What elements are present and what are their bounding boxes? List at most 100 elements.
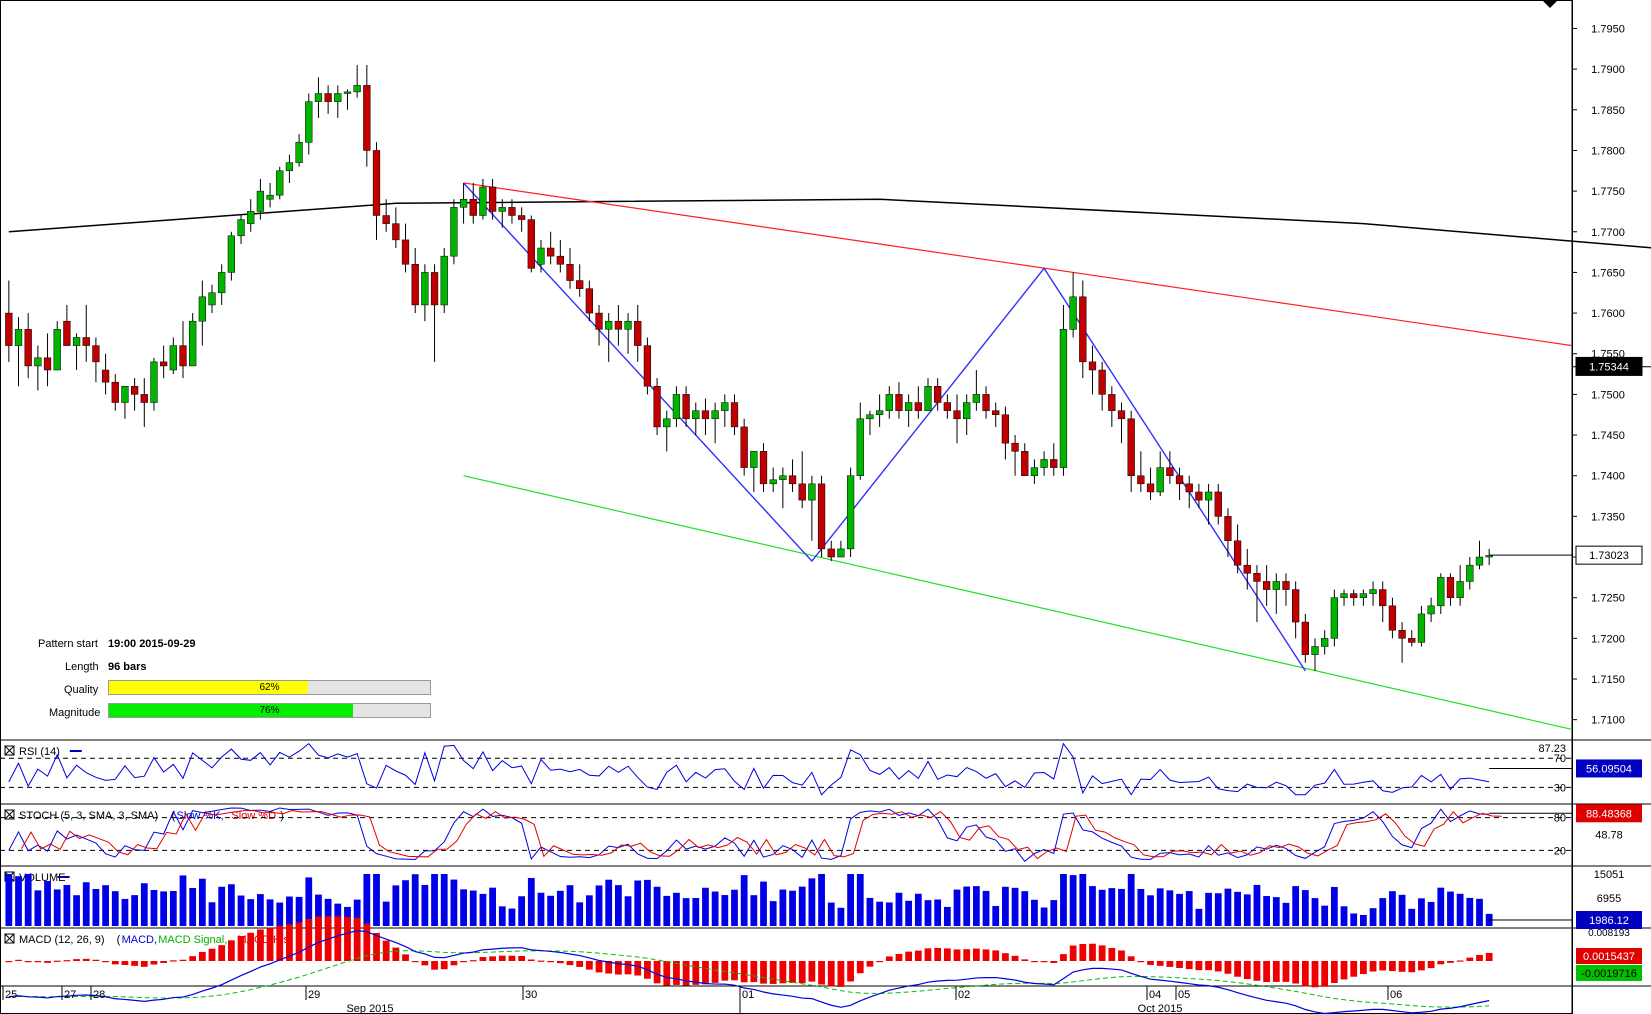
candle-up [1156, 467, 1164, 493]
candle-down [1214, 491, 1222, 517]
macd-hist-bar [905, 951, 913, 961]
volume-bar [169, 891, 177, 926]
volume-bar [257, 894, 264, 926]
macd-hist-bar [1234, 961, 1241, 977]
pattern-zigzag [463, 182, 1306, 672]
quality-bar-text: 62% [259, 682, 280, 693]
macd-hist-bar [798, 961, 806, 984]
candle-up [672, 394, 681, 420]
candle-down [1050, 459, 1058, 468]
candle-up [1456, 581, 1464, 598]
macd-hist-bar [585, 961, 593, 970]
volume-top-label: 15051 [1594, 869, 1625, 881]
candle-up [866, 414, 874, 420]
volume-bar [576, 902, 584, 926]
volume-bar [1379, 898, 1387, 926]
candle-up [1030, 467, 1039, 476]
day-label: 25 [5, 989, 17, 1001]
candle-up [285, 162, 294, 172]
volume-bar [1147, 895, 1154, 926]
macd-hist-bar [498, 955, 506, 961]
macd-hist-bar [5, 961, 13, 963]
volume-bar [24, 874, 32, 926]
volume-bar [1079, 874, 1087, 926]
stoch-k-line [8, 807, 1490, 862]
macd-hist-bar [1292, 961, 1300, 984]
volume-bar [121, 898, 129, 926]
macd-hist-bar [1108, 947, 1116, 961]
macd-hist-bar [1021, 959, 1029, 961]
macd-hist-bar [1437, 961, 1445, 965]
volume-bar [750, 895, 758, 926]
candle-down [411, 264, 419, 306]
macd-hist-bar [1176, 961, 1183, 968]
macd-hist-bar [53, 960, 61, 962]
pane-close-icon [4, 933, 15, 944]
macd-hist-bar [315, 916, 322, 961]
macd-hist-bar [614, 961, 622, 975]
price-tick-label: 1.7450 [1591, 430, 1625, 442]
volume-bar [876, 901, 884, 926]
volume-bar [1311, 898, 1319, 926]
volume-bar [692, 898, 700, 926]
candle-down [1108, 394, 1116, 411]
volume-bar [808, 878, 816, 926]
price-tick-label: 1.7600 [1591, 308, 1625, 320]
candle-up [924, 386, 932, 411]
macd-hist-bar [1272, 961, 1280, 982]
stoch-current-label: 88.48368 [1586, 808, 1632, 820]
macd-hist-bar [363, 923, 371, 961]
volume-bar [1282, 902, 1290, 926]
volume-bar [963, 886, 971, 926]
macd-hist-bar [1369, 961, 1377, 972]
macd-current-box [1576, 948, 1642, 964]
pane-title: RSI (14) [19, 746, 60, 758]
volume-bar [905, 900, 913, 926]
candle-down [1011, 442, 1019, 452]
volume-bar [1011, 887, 1019, 926]
candle-down [1185, 483, 1193, 493]
volume-bar [556, 890, 564, 926]
volume-bar [1398, 894, 1406, 926]
volume-bar [160, 891, 168, 926]
candle-down [701, 410, 710, 420]
candle-down [1301, 621, 1309, 655]
macd-hist-bar [847, 961, 854, 982]
volume-bar [740, 875, 748, 926]
macd-hist-bar [1253, 961, 1261, 981]
macd-hist-bar [692, 961, 700, 985]
volume-current-box [1576, 911, 1642, 929]
price-tick-label: 1.7400 [1591, 471, 1625, 483]
macd-hist-bar [1350, 961, 1358, 977]
volume-bar [276, 902, 284, 926]
macd-hist-bar [1243, 961, 1251, 980]
macd-hist-bar [1282, 961, 1290, 982]
macd-signal-box [1576, 965, 1642, 981]
macd-hist-bar [721, 961, 729, 981]
magnitude-bar: 76% [108, 703, 431, 718]
current-price-box [1575, 545, 1643, 565]
candle-down [101, 369, 110, 383]
volume-bar [547, 895, 555, 926]
macd-hist-bar [508, 955, 516, 961]
candle-up [1437, 577, 1445, 607]
candle-up [537, 247, 545, 265]
volume-bar [5, 874, 13, 926]
volume-bar [1243, 894, 1251, 926]
candle-up [750, 451, 758, 468]
pane-close-icon [4, 745, 15, 756]
volume-bar [1156, 888, 1164, 926]
macd-hist-bar [1079, 944, 1087, 961]
magnitude-bar-fill [109, 704, 353, 717]
volume-bar [634, 880, 642, 926]
candle-down [1001, 414, 1010, 444]
candle-down [585, 288, 593, 314]
candle-down [566, 264, 574, 281]
volume-current-label: 1986.12 [1589, 915, 1629, 927]
volume-bar [92, 888, 100, 926]
pane-series-paren: ( [117, 934, 121, 946]
volume-bar [1369, 908, 1377, 926]
macd-hist-bar [344, 917, 351, 961]
macd-hist-bar [411, 961, 419, 963]
volume-bar [1408, 908, 1416, 926]
